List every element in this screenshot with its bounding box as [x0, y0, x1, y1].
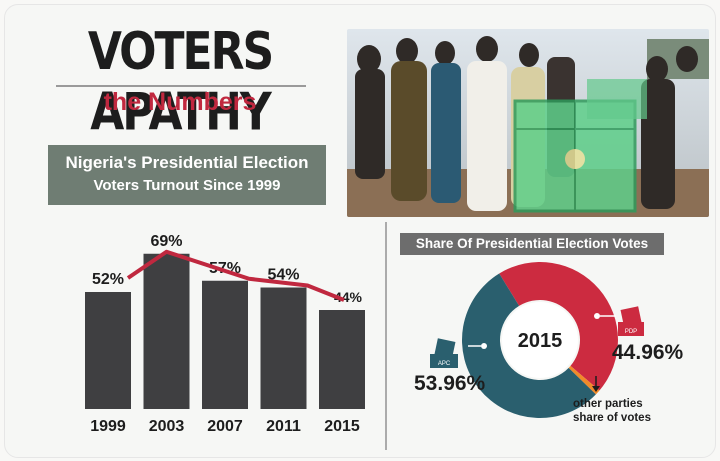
turnout-banner: Nigeria's Presidential Election Voters T… [48, 145, 326, 205]
election-photo [347, 29, 709, 217]
page-title: VOTERS APATHY [87, 22, 274, 143]
bar-2011 [260, 287, 307, 409]
pdp-icon-text: PDP [625, 329, 637, 335]
bar-2015 [319, 310, 365, 409]
x-tick-label: 1999 [90, 418, 126, 435]
x-tick-label: 2015 [324, 418, 360, 435]
title-divider [56, 85, 306, 87]
slice-pdp [499, 262, 618, 391]
bar-2003 [143, 253, 190, 409]
pdp-ballot-icon: PDP [618, 306, 644, 336]
vote-share-donut-chart: 2015 PDP 44.96% APC 53.96% other parties share… [414, 262, 684, 424]
banner-line-2: Voters Turnout Since 1999 [93, 177, 281, 194]
banner-line-1: Nigeria's Presidential Election [65, 153, 309, 172]
x-tick-label: 2011 [266, 418, 301, 435]
apc-icon-text: APC [438, 361, 451, 367]
slice-apc [462, 273, 596, 418]
apc-ballot-icon: APC [430, 338, 458, 368]
pdp-marker-dot [594, 313, 600, 319]
election-scene-image [347, 29, 709, 217]
bar-1999 [85, 292, 131, 409]
apc-marker-dot [481, 343, 487, 349]
x-tick-label: 2007 [207, 418, 243, 435]
turnout-trend-line [126, 249, 345, 302]
data-label: 69% [150, 233, 182, 250]
page-subtitle: the Numbers [103, 88, 257, 116]
donut-center-label: 2015 [518, 330, 563, 352]
slice-other [568, 365, 600, 395]
others-caption-line-2: share of votes [573, 412, 651, 424]
data-label: 54% [267, 267, 299, 284]
section-divider [385, 222, 387, 450]
bar-2007 [202, 280, 248, 409]
data-label: 52% [92, 271, 124, 288]
apc-share-label: 53.96% [414, 372, 486, 395]
pdp-share-label: 44.96% [612, 341, 684, 364]
donut-center [502, 302, 578, 378]
others-arrow-icon [592, 386, 600, 392]
x-tick-label: 2003 [149, 418, 185, 435]
vote-share-header: Share Of Presidential Election Votes [400, 233, 664, 255]
others-caption-line-1: other parties [573, 398, 643, 410]
